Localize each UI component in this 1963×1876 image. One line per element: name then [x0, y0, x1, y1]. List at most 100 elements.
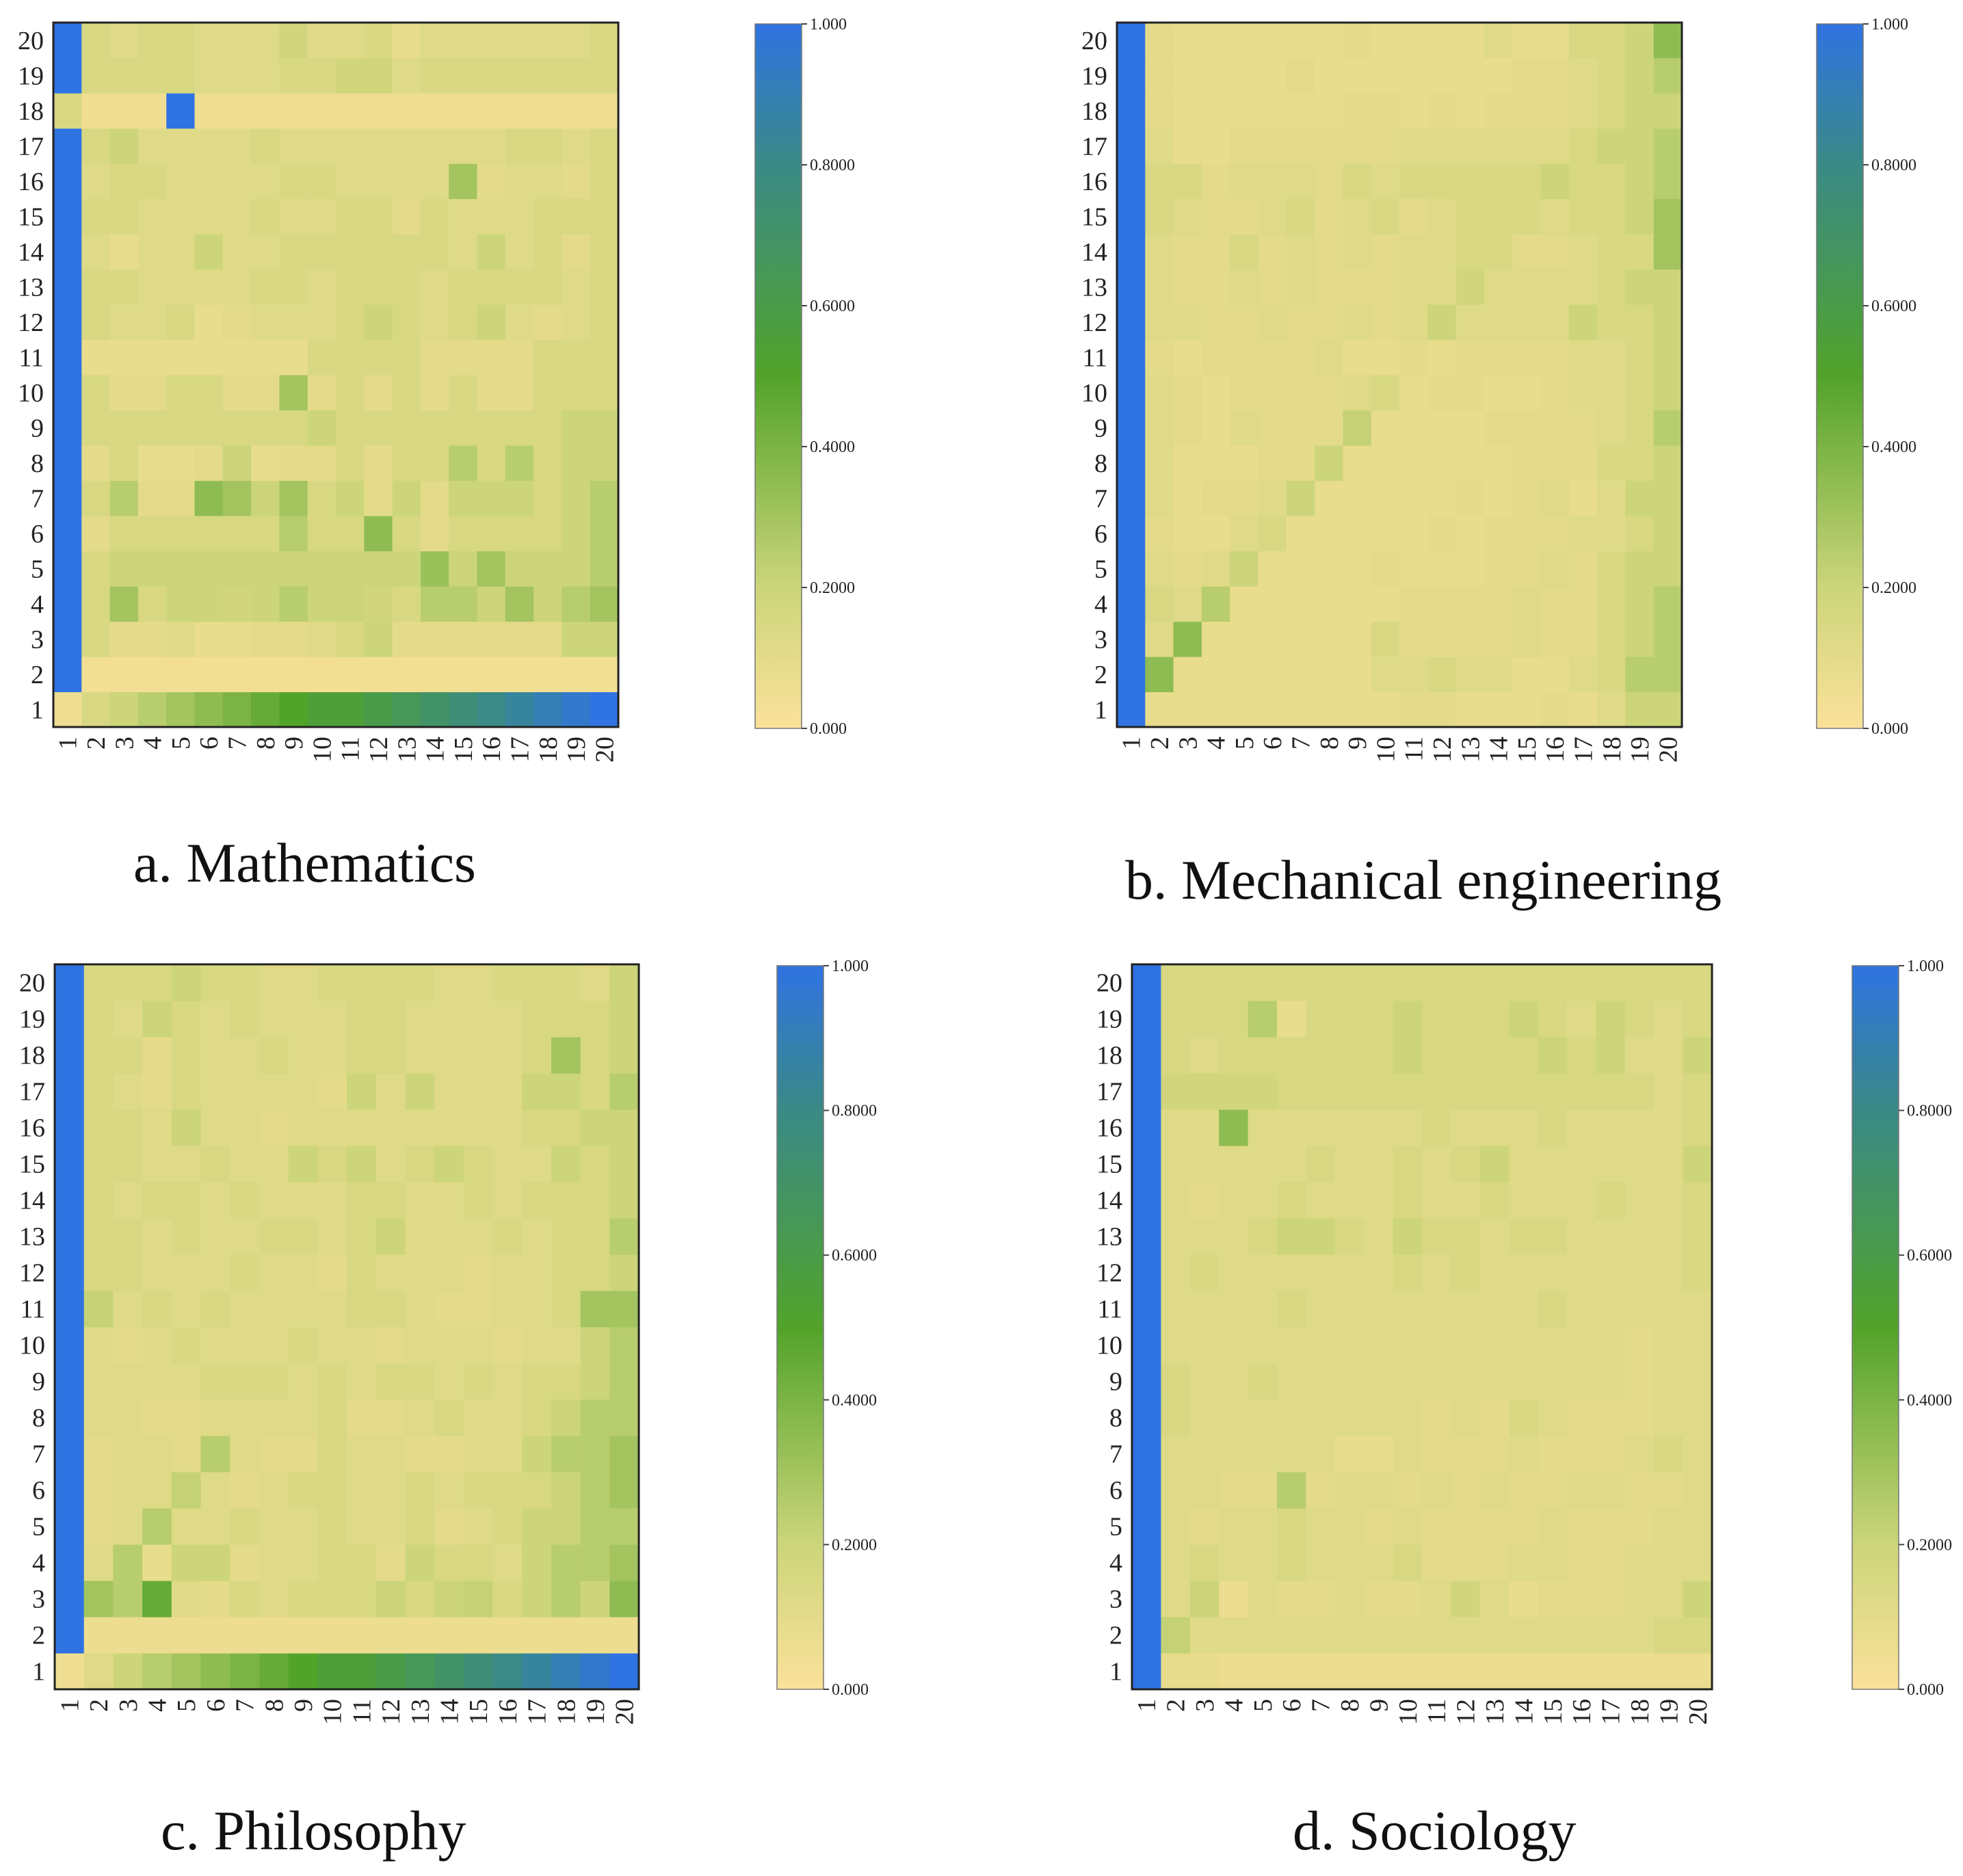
heatmap-cell-11-6 [1258, 339, 1287, 375]
heatmap-cell-19-17 [505, 57, 534, 94]
heatmap-cell-4-10 [317, 1544, 347, 1581]
heatmap-cell-9-8 [1315, 410, 1343, 446]
heatmap-cell-19-19 [1625, 57, 1655, 94]
heatmap-cell-15-17 [522, 1146, 552, 1183]
heatmap-cell-2-5 [1230, 657, 1259, 693]
heatmap-cell-15-7 [230, 1146, 260, 1183]
y-tick-label: 8 [1094, 449, 1107, 478]
heatmap-cell-17-10 [317, 1073, 347, 1110]
heatmap-cell-13-15 [1538, 1218, 1568, 1255]
heatmap-cell-11-2 [1145, 339, 1174, 375]
heatmap-cell-2-13 [392, 657, 421, 693]
heatmap-cell-19-13 [405, 1001, 435, 1038]
x-tick-label: 4 [144, 1699, 172, 1712]
heatmap-cell-19-15 [463, 1001, 494, 1038]
heatmap-cell-18-12 [1451, 1037, 1481, 1074]
heatmap-cell-20-11 [347, 964, 377, 1001]
heatmap-cell-18-2 [1161, 1037, 1191, 1074]
heatmap-cell-20-5 [1248, 964, 1278, 1001]
heatmap-cell-7-19 [562, 480, 591, 516]
x-tick-label: 15 [1539, 1699, 1568, 1725]
heatmap-cell-19-15 [449, 57, 478, 94]
heatmap-cell-8-14 [1484, 445, 1513, 481]
heatmap-cell-17-16 [477, 128, 506, 164]
heatmap-cell-16-7 [222, 163, 252, 200]
heatmap-cell-11-5 [171, 1291, 202, 1327]
heatmap-cell-8-20 [609, 1399, 640, 1436]
plot-frame [52, 21, 620, 728]
heatmap-cell-19-1 [1117, 57, 1146, 94]
heatmap-cell-4-7 [1286, 586, 1315, 622]
heatmap-cell-6-13 [1455, 516, 1485, 552]
heatmap-cell-18-17 [1596, 1037, 1626, 1074]
heatmap-cell-9-10 [1371, 410, 1400, 446]
heatmap-cell-3-1 [53, 621, 82, 657]
heatmap-cell-6-17 [505, 516, 534, 552]
y-tick-label: 3 [32, 1585, 45, 1614]
colorbar-tick-label: 0.2000 [832, 1536, 877, 1554]
heatmap-cell-19-3 [113, 1001, 143, 1038]
heatmap-cell-10-4 [142, 1327, 172, 1364]
heatmap-cell-9-6 [200, 1363, 230, 1400]
heatmap-cell-8-3 [109, 445, 139, 481]
heatmap-cell-4-11 [347, 1544, 377, 1581]
heatmap-cell-16-4 [1219, 1109, 1249, 1146]
heatmap-cell-17-17 [1568, 128, 1598, 164]
heatmap-cell-9-16 [1567, 1363, 1596, 1400]
x-tick-label: 2 [1146, 737, 1174, 750]
heatmap-cell-15-8 [1315, 198, 1343, 235]
heatmap-cell-11-19 [562, 339, 591, 375]
heatmap-cell-6-7 [1286, 516, 1315, 552]
heatmap-cell-6-5 [1230, 516, 1259, 552]
heatmap-cell-18-3 [113, 1037, 143, 1074]
heatmap-cell-8-13 [1479, 1399, 1510, 1436]
heatmap-cell-18-3 [109, 93, 139, 129]
heatmap-cell-15-15 [463, 1146, 494, 1183]
heatmap-cell-15-15 [1538, 1146, 1568, 1183]
heatmap-cell-19-16 [1567, 1001, 1596, 1038]
heatmap-cell-18-14 [420, 93, 449, 129]
heatmap-cell-13-8 [259, 1218, 289, 1255]
heatmap-cell-17-8 [1315, 128, 1343, 164]
heatmap-cell-9-18 [1624, 1363, 1655, 1400]
heatmap-cell-18-7 [1306, 1037, 1336, 1074]
heatmap-cell-8-17 [1568, 445, 1598, 481]
heatmap-cell-9-9 [288, 1363, 318, 1400]
heatmap-cell-1-14 [434, 1653, 464, 1690]
heatmap-cell-12-14 [434, 1254, 464, 1291]
heatmap-cell-12-3 [109, 304, 139, 341]
heatmap-cell-20-17 [522, 964, 552, 1001]
heatmap-cell-13-3 [1173, 269, 1202, 305]
x-tick-label: 7 [231, 1699, 260, 1712]
heatmap-cell-14-19 [1625, 234, 1655, 270]
y-tick-label: 14 [19, 1187, 45, 1215]
heatmap-cell-4-13 [392, 586, 421, 622]
heatmap-cell-4-8 [251, 586, 280, 622]
heatmap-cell-5-19 [562, 551, 591, 587]
heatmap-cell-2-14 [1509, 1617, 1539, 1654]
heatmap-cell-7-9 [1343, 480, 1372, 516]
heatmap-cell-7-18 [1624, 1436, 1655, 1472]
heatmap-cell-3-19 [562, 621, 591, 657]
heatmap-cell-13-4 [1201, 269, 1230, 305]
heatmap-cell-17-12 [376, 1073, 406, 1110]
heatmap-cell-7-11 [347, 1436, 377, 1472]
heatmap-cell-6-7 [230, 1472, 260, 1509]
heatmap-cell-14-15 [1538, 1182, 1568, 1219]
heatmap-cell-4-12 [1451, 1544, 1481, 1581]
heatmap-cell-2-6 [1277, 1617, 1306, 1654]
heatmap-cell-12-5 [1248, 1254, 1278, 1291]
heatmap-cell-14-2 [1161, 1182, 1191, 1219]
heatmap-cell-10-11 [347, 1327, 377, 1364]
x-tick-label: 11 [347, 1699, 376, 1724]
heatmap-cell-10-16 [492, 1327, 523, 1364]
x-tick-label: 16 [494, 1699, 523, 1725]
heatmap-cell-12-20 [1653, 304, 1683, 341]
heatmap-cell-14-12 [1451, 1182, 1481, 1219]
heatmap-cell-5-11 [347, 1508, 377, 1545]
heatmap-cell-2-13 [1479, 1617, 1510, 1654]
heatmap-cell-4-19 [1654, 1544, 1684, 1581]
heatmap-cell-8-11 [1399, 445, 1428, 481]
heatmap-cell-11-15 [1512, 339, 1542, 375]
heatmap-cell-12-9 [288, 1254, 318, 1291]
